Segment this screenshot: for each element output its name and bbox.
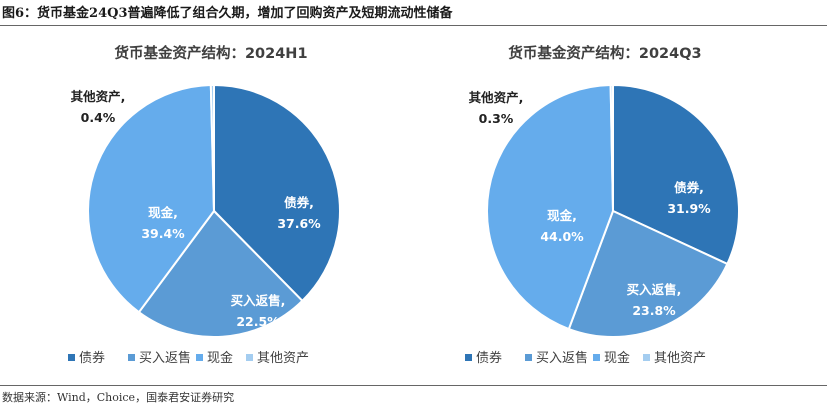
slice-label-4: 其他资产, 0.4%: [71, 89, 126, 125]
pie-slice-3: [486, 84, 615, 331]
legend-swatch-1: [68, 354, 75, 361]
slice-label-2: 买入返售, 23.8%: [627, 282, 682, 318]
legend-label-4: 其他资产: [654, 351, 706, 366]
bottom-divider: [0, 385, 827, 386]
source-note: 数据来源：Wind，Choice，国泰君安证券研究: [2, 391, 235, 404]
pie-slice-1: [213, 83, 341, 303]
legend-swatch-4: [643, 354, 650, 361]
legend-label-3: 现金: [207, 350, 233, 366]
pie-chart-h1: 货币基金资产结构：2024H1 债券, 37.6% 买入返售, 22.5% 现金, 39.4…: [68, 44, 341, 366]
legend-label-2: 买入返售: [139, 350, 191, 366]
pie-panel-h1: 货币基金资产结构：2024H1 债券, 37.6% 买入返售, 22.5% 现金, 39.4…: [16, 32, 416, 380]
pie-slice-1: [612, 83, 740, 266]
slice-label-1: 债券, 31.9%: [667, 180, 711, 216]
top-divider: [0, 25, 827, 26]
pie-panel-q3: 货币基金资产结构：2024Q3 债券, 31.9% 买入返售, 23.8% 现金, 44.0…: [413, 32, 813, 380]
legend-label-4: 其他资产: [257, 351, 309, 366]
chart-title: 货币基金资产结构：2024H1: [114, 44, 307, 62]
pie-chart-q3: 货币基金资产结构：2024Q3 债券, 31.9% 买入返售, 23.8% 现金, 44.0…: [465, 44, 740, 366]
slice-label-3: 现金, 44.0%: [540, 208, 584, 244]
slice-label-2: 买入返售, 22.5%: [231, 293, 286, 329]
chart-title: 货币基金资产结构：2024Q3: [508, 44, 701, 62]
legend-swatch-2: [525, 354, 532, 361]
pie-slice-3: [87, 84, 216, 314]
slice-label-4: 其他资产, 0.3%: [469, 90, 524, 126]
slice-label-3: 现金, 39.4%: [141, 205, 185, 241]
pie-slice-4: [609, 83, 614, 212]
legend-label-1: 债券: [476, 350, 502, 366]
legend-swatch-3: [196, 354, 203, 361]
legend-swatch-3: [593, 354, 600, 361]
legend-label-1: 债券: [79, 350, 105, 366]
pie-slice-4: [209, 83, 215, 212]
pie-slice-2: [567, 209, 729, 339]
legend-label-2: 买入返售: [536, 350, 588, 366]
legend-swatch-2: [128, 354, 135, 361]
legend-swatch-1: [465, 354, 472, 361]
legend-label-3: 现金: [604, 350, 630, 366]
figure-title: 图6：货币基金24Q3普遍降低了组合久期，增加了回购资产及短期流动性储备: [2, 6, 453, 21]
legend-swatch-4: [246, 354, 253, 361]
pie-slice-2: [137, 209, 304, 338]
slice-label-1: 债券, 37.6%: [277, 195, 321, 231]
